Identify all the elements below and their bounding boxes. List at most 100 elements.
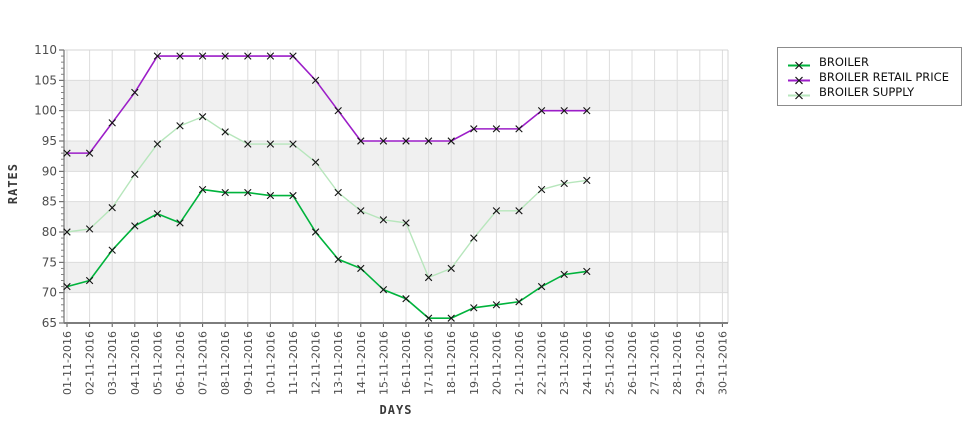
data-point-marker — [244, 140, 252, 148]
legend-line-marker-icon — [787, 71, 811, 85]
series-line-broiler-retail-price — [67, 55, 587, 154]
data-point-marker — [334, 188, 342, 197]
y-tick-label: 110 — [34, 43, 57, 57]
data-point-marker — [153, 140, 162, 148]
data-point-marker — [537, 282, 546, 291]
data-point-marker — [447, 314, 455, 322]
legend-item-broiler-retail-price: BROILER RETAIL PRICE — [787, 69, 949, 85]
x-tick-label: 03-11-2016 — [106, 331, 119, 395]
data-point-marker — [311, 228, 320, 236]
data-point-marker — [289, 140, 297, 148]
data-point-marker — [221, 188, 229, 197]
legend-label: BROILER — [819, 54, 869, 69]
legend-item-broiler-supply: BROILER SUPPLY — [787, 84, 949, 100]
data-point-marker — [108, 204, 116, 212]
data-point-marker — [131, 222, 139, 230]
x-tick-label: 12-11-2016 — [310, 331, 323, 395]
x-axis-title: DAYS — [379, 403, 413, 417]
x-tick-label: 18-11-2016 — [445, 331, 458, 395]
x-tick-label: 29-11-2016 — [694, 331, 707, 395]
x-tick-label: 17-11-2016 — [423, 331, 436, 395]
data-point-marker — [311, 76, 320, 85]
data-point-marker — [470, 234, 478, 242]
data-point-marker — [221, 52, 229, 60]
x-tick-label: 06-11-2016 — [174, 331, 187, 395]
plot-band — [64, 262, 728, 293]
y-tick-label: 105 — [34, 73, 57, 87]
x-tick-label: 11-11-2016 — [287, 331, 300, 395]
x-tick-label: 25-11-2016 — [603, 331, 616, 395]
data-point-marker — [63, 228, 71, 236]
data-point-marker — [357, 264, 365, 273]
data-point-marker — [198, 52, 207, 60]
data-point-marker — [515, 207, 523, 215]
legend-label: BROILER SUPPLY — [819, 84, 915, 99]
data-point-marker — [492, 207, 501, 215]
data-point-marker — [402, 295, 410, 303]
data-point-marker — [266, 140, 275, 148]
x-tick-label: 27-11-2016 — [649, 331, 662, 395]
data-point-marker — [289, 191, 297, 200]
data-point-marker — [153, 210, 162, 218]
data-point-marker — [560, 179, 568, 188]
data-point-marker — [379, 137, 388, 145]
data-point-marker — [176, 122, 184, 130]
data-point-marker — [515, 125, 523, 133]
data-point-marker — [379, 216, 388, 224]
x-tick-label: 23-11-2016 — [558, 331, 571, 395]
data-point-marker — [85, 225, 94, 233]
y-tick-label: 65 — [42, 316, 57, 330]
data-point-marker — [266, 52, 275, 60]
legend-line-marker-icon — [787, 56, 811, 70]
legend-label: BROILER RETAIL PRICE — [819, 69, 949, 84]
y-tick-label: 75 — [42, 255, 57, 269]
data-point-marker — [402, 219, 410, 227]
data-point-marker — [63, 149, 71, 157]
data-point-marker — [176, 52, 184, 60]
data-point-marker — [334, 255, 342, 263]
y-tick-label: 90 — [42, 164, 57, 178]
data-point-marker — [424, 137, 433, 145]
data-point-marker — [131, 88, 139, 97]
x-tick-label: 26-11-2016 — [626, 331, 639, 395]
data-point-marker — [583, 176, 591, 185]
series-line-broiler-supply — [66, 115, 587, 279]
plot-band — [64, 141, 728, 172]
data-point-marker — [515, 298, 523, 306]
data-point-marker — [379, 285, 388, 294]
x-tick-label: 21-11-2016 — [513, 331, 526, 395]
data-point-marker — [108, 246, 116, 254]
plot-band — [64, 201, 728, 232]
data-point-marker — [176, 219, 184, 227]
x-tick-label: 02-11-2016 — [84, 331, 97, 395]
data-point-marker — [244, 52, 252, 60]
legend-box: BROILER BROILER RETAIL PRICE BROILER SUPPL… — [777, 47, 962, 106]
data-point-marker — [198, 113, 207, 121]
data-point-marker — [447, 264, 455, 273]
x-tick-label: 05-11-2016 — [151, 331, 164, 395]
data-point-marker — [311, 158, 320, 166]
x-tick-label: 04-11-2016 — [129, 331, 142, 395]
x-tick-label: 09-11-2016 — [242, 331, 255, 395]
data-point-marker — [108, 119, 116, 127]
data-point-marker — [583, 106, 591, 115]
data-point-marker — [424, 273, 433, 282]
data-point-marker — [470, 125, 478, 133]
y-axis-title: RATES — [6, 163, 20, 205]
series-line-broiler — [66, 188, 587, 319]
data-point-marker — [85, 149, 94, 157]
data-point-marker — [537, 185, 546, 194]
data-point-marker — [244, 188, 252, 197]
x-tick-label: 20-11-2016 — [490, 331, 503, 395]
y-tick-label: 100 — [34, 104, 57, 118]
data-point-marker — [492, 125, 501, 133]
plot-band — [64, 80, 728, 111]
data-point-marker — [357, 207, 365, 215]
x-tick-label: 22-11-2016 — [536, 331, 549, 395]
data-point-marker — [537, 106, 546, 115]
data-point-marker — [357, 137, 365, 145]
x-tick-label: 28-11-2016 — [671, 331, 684, 395]
data-point-marker — [153, 52, 162, 60]
data-point-marker — [402, 137, 410, 145]
